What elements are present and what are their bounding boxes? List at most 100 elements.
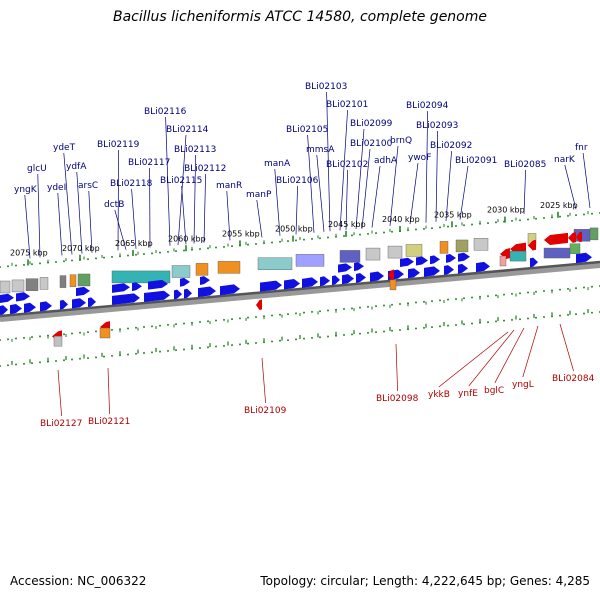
reverse-gene-label: bglC (484, 386, 504, 396)
forward-gene-arrow (408, 268, 420, 279)
kbp-tick-label: 2030 kbp (487, 206, 525, 215)
reverse-gene-label: BLi02098 (376, 394, 419, 404)
forward-gene-arrow (0, 305, 8, 315)
forward-gene-arrow (302, 277, 318, 288)
forward-gene-arrow (354, 262, 364, 272)
feature-block (11, 279, 25, 293)
forward-gene-arrow (416, 256, 428, 266)
forward-gene-label: BLi02106 (276, 176, 319, 186)
forward-gene-label: BLi02092 (430, 141, 472, 151)
forward-gene-label: fnr (575, 143, 588, 153)
reverse-gene-label: ykkB (428, 390, 450, 400)
reverse-gene-arrow (388, 269, 394, 281)
forward-gene-label: ywoF (408, 153, 431, 163)
forward-gene-arrow (112, 293, 140, 305)
feature-block (473, 238, 489, 251)
forward-gene-arrow (458, 252, 470, 262)
kbp-tick-label: 2065 kbp (115, 239, 153, 248)
forward-gene-arrow (72, 298, 86, 309)
feature-block (339, 250, 361, 263)
forward-gene-label: dctB (104, 200, 124, 210)
forward-gene-label: glcU (27, 164, 47, 174)
forward-gene-label: BLi02100 (350, 139, 393, 149)
forward-gene-label: BLi02101 (326, 100, 368, 110)
forward-gene-arrow (576, 252, 592, 264)
forward-gene-arrow (198, 286, 216, 298)
genome-backbone-shadow (0, 262, 600, 322)
forward-gene-label: yngK (14, 185, 38, 195)
forward-gene-label: BLi02103 (305, 82, 347, 92)
kbp-tick-label: 2050 kbp (275, 225, 313, 234)
reverse-feature-block (569, 243, 581, 254)
feature-block (405, 244, 423, 257)
feature-block (387, 245, 403, 259)
feature-block (217, 261, 241, 274)
forward-gene-label: BLi02115 (160, 176, 202, 186)
map-title: Bacillus licheniformis ATCC 14580, compl… (113, 9, 487, 25)
forward-gene-arrow (60, 299, 68, 310)
forward-gene-label: BLi02112 (184, 164, 226, 174)
forward-label-lines (24, 91, 591, 259)
forward-gene-arrow (530, 257, 538, 268)
feature-block (59, 275, 67, 288)
forward-gene-label: BLi02114 (166, 125, 209, 135)
feature-block (39, 277, 49, 290)
kbp-tick-label: 2075 kbp (10, 248, 48, 257)
reverse-gene-arrow (528, 239, 536, 251)
feature-block (365, 247, 381, 261)
feature-block (69, 274, 77, 287)
forward-gene-arrow (0, 293, 14, 303)
reverse-gene-label: BLi02084 (552, 374, 595, 384)
reverse-feature-block (509, 250, 527, 262)
reverse-gene-label: BLi02127 (40, 419, 82, 429)
kbp-tick-label: 2040 kbp (382, 215, 420, 224)
forward-gene-arrow (184, 288, 192, 299)
forward-gene-arrow (430, 255, 440, 265)
kbp-tick-label: 2035 kbp (434, 210, 472, 219)
reverse-gene-label: BLi02109 (244, 406, 287, 416)
forward-gene-arrow (356, 273, 366, 283)
feature-block (171, 265, 191, 278)
reverse-gene-track (52, 231, 582, 347)
feature-block (455, 239, 469, 253)
feature-block (589, 227, 599, 241)
reverse-gene-labels: BLi02127 BLi02121 BLi02109 BLi02098 ykkB ynfE… (40, 374, 595, 429)
forward-gene-arrow (446, 253, 456, 263)
kbp-tick-label: 2070 kbp (62, 244, 100, 253)
reverse-gene-arrow (256, 299, 262, 310)
reverse-gene-arrow (568, 232, 576, 243)
reverse-feature-block (53, 335, 63, 347)
reverse-feature-block (543, 247, 571, 259)
forward-gene-label: BLi02091 (455, 156, 497, 166)
forward-gene-label: BLi02085 (504, 160, 546, 170)
forward-gene-label: BLi02099 (350, 119, 393, 129)
forward-gene-label: BLi02102 (326, 160, 368, 170)
feature-block (0, 280, 11, 294)
forward-gene-arrow (16, 292, 30, 302)
forward-gene-label: BLi02119 (97, 140, 140, 150)
forward-gene-label: brnQ (390, 136, 412, 146)
forward-gene-arrow (10, 304, 22, 315)
forward-gene-label: manR (216, 181, 242, 191)
kbp-tick-label: 2025 kbp (540, 201, 578, 210)
reverse-gene-label: yngL (512, 380, 534, 390)
forward-gene-label: narK (554, 155, 576, 165)
forward-gene-label: BLi02093 (416, 121, 458, 131)
forward-gene-arrow (284, 279, 300, 290)
forward-gene-arrow (180, 277, 190, 287)
feature-block (77, 273, 91, 287)
forward-gene-arrow (424, 266, 440, 277)
forward-gene-label: BLi02117 (128, 158, 170, 168)
forward-gene-label: arsC (78, 181, 98, 191)
forward-gene-label: mmsA (306, 145, 335, 155)
reverse-scale-ring (0, 309, 600, 367)
forward-gene-arrow (342, 274, 354, 285)
reverse-gene-label: ynfE (458, 389, 478, 399)
forward-gene-arrow (332, 275, 340, 286)
feature-block (111, 270, 171, 284)
feature-block (439, 241, 449, 254)
forward-gene-label: adhA (374, 156, 398, 166)
feature-block (195, 263, 209, 276)
